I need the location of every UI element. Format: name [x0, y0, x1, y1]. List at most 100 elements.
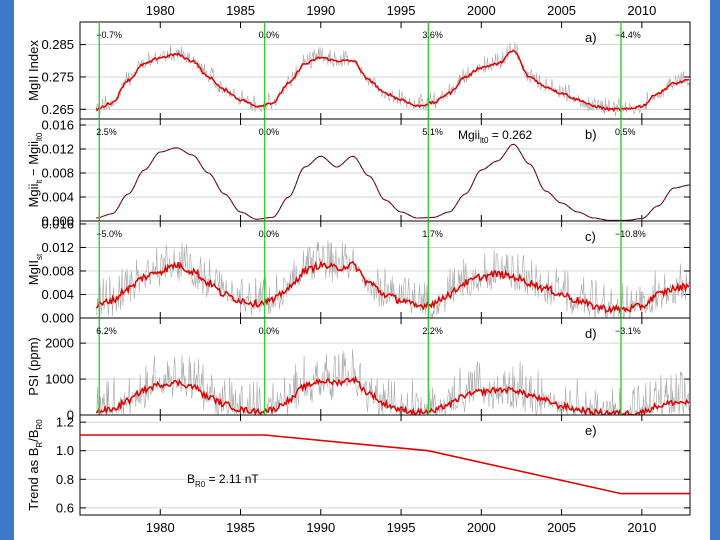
- panel-e-ytick-label: 0.8: [56, 472, 74, 487]
- ylabel-tail: − Mgii: [26, 141, 41, 180]
- panel-e-ytick-label: 1.0: [56, 443, 74, 458]
- panel-c-series-group: [95, 240, 690, 318]
- ylabel-main: MgII Index: [26, 40, 41, 101]
- panel-b-ytick-label: 0.012: [41, 142, 74, 157]
- panel-e-ylabel: Trend as BR/BR0: [26, 419, 44, 511]
- smoothed-series-line: [95, 375, 690, 415]
- panel-d-minimum-percent: 2.2%: [422, 326, 443, 336]
- ylabel-main: Mgii: [26, 184, 41, 208]
- x-tick-label-bottom: 1990: [306, 520, 335, 535]
- panel-c-minimum-percent: −5.0%: [96, 229, 122, 239]
- panel-a-minimum-percent: 3.6%: [422, 30, 443, 40]
- annotation-main: Mgii: [458, 128, 480, 142]
- x-tick-label-top: 2005: [547, 3, 576, 18]
- panel-e-label: e): [585, 423, 597, 438]
- panel-e-annotation: BR0 = 2.11 nT: [187, 472, 259, 489]
- panel-a: 0.265 0.275 0.285 −0.7% 0.0% 3.6% −4.4% a) MgII …: [26, 21, 691, 120]
- ylabel-main: MgII: [26, 260, 41, 285]
- panel-d-ytick-label: 0: [67, 408, 74, 423]
- panel-b-frame: [79, 118, 691, 222]
- panel-c-minimum-percent: −10.8%: [615, 229, 646, 239]
- smoothed-series-line: [95, 49, 690, 112]
- x-tick-label-bottom: 2010: [627, 520, 656, 535]
- panel-d-frame: [79, 317, 691, 416]
- panel-c-ylabel: MgIIst: [26, 253, 44, 285]
- x-tick-label-top: 1985: [226, 3, 255, 18]
- ylabel-subscript-2: R0: [35, 419, 44, 430]
- annotation-value: = 0.262: [488, 128, 532, 142]
- panel-b-minimum-percent: 0.0%: [259, 127, 280, 137]
- model-overlay-line: [96, 143, 690, 221]
- x-tick-label-top: 1995: [387, 3, 416, 18]
- panel-b-series-group: [96, 143, 690, 221]
- x-tick-label-top: 2010: [627, 3, 656, 18]
- panel-c-label: c): [585, 229, 596, 244]
- panel-d-ytick-label: 1000: [45, 372, 74, 387]
- panel-a-series-group: [95, 42, 690, 116]
- panel-b-ytick-label: 0.000: [41, 214, 74, 229]
- panel-d-series-group: [95, 349, 690, 415]
- panel-d-minimum-percent: −3.1%: [615, 326, 641, 336]
- ylabel-main: Trend as B: [26, 448, 41, 511]
- panel-c-ytick-label: 0.000: [41, 311, 74, 326]
- panel-c-minimum-percent: 1.7%: [422, 229, 443, 239]
- panel-a-minimum-percent: 0.0%: [259, 30, 280, 40]
- ylabel-subscript-2: lt0: [35, 132, 44, 141]
- panel-c-ytick-label: 0.016: [41, 216, 74, 231]
- panel-a-minimum-percent: −0.7%: [96, 30, 122, 40]
- ylabel-subscript: R: [35, 442, 44, 448]
- x-tick-label-top: 1980: [146, 3, 175, 18]
- annotation-value: = 2.11 nT: [205, 472, 259, 486]
- x-axis-bottom: 1980 1985 1990 1995 2000 2005 2010: [146, 520, 657, 535]
- panel-d-label: d): [585, 326, 597, 341]
- panel-b-ytick-label: 0.008: [41, 166, 74, 181]
- panel-b-ylabel: Mgiilt − Mgiilt0: [26, 132, 44, 208]
- panel-a-label: a): [585, 30, 597, 45]
- panel-a-minimum-percent: −4.4%: [615, 30, 641, 40]
- panel-b-label: b): [585, 127, 597, 142]
- panel-e-ytick-label: 0.6: [56, 500, 74, 515]
- x-tick-label-bottom: 1995: [387, 520, 416, 535]
- panel-b-ytick-label: 0.004: [41, 190, 74, 205]
- annotation-subscript: lt0: [480, 136, 489, 145]
- panels-layer: 0.265 0.275 0.285 −0.7% 0.0% 3.6% −4.4% a) MgII …: [26, 21, 691, 516]
- panel-a-ylabel: MgII Index: [26, 40, 41, 101]
- panel-b-ytick-label: 0.016: [41, 118, 74, 133]
- x-tick-label-bottom: 2005: [547, 520, 576, 535]
- ylabel-tail: /B: [26, 430, 41, 442]
- x-tick-label-bottom: 1980: [146, 520, 175, 535]
- ylabel-subscript: lt: [35, 179, 44, 184]
- x-tick-label-bottom: 2000: [467, 520, 496, 535]
- panel-c-minimum-percent: 0.0%: [259, 229, 280, 239]
- ylabel-main: PSI (ppm): [26, 337, 41, 396]
- x-tick-label-top: 2000: [467, 3, 496, 18]
- panel-b-minimum-percent: 5.1%: [422, 127, 443, 137]
- x-tick-label-bottom: 1985: [226, 520, 255, 535]
- panel-e-ytick-label: 1.2: [56, 415, 74, 430]
- trend-series-line: [80, 434, 690, 495]
- panel-d-ylabel: PSI (ppm): [26, 337, 41, 396]
- panel-c-ytick-label: 0.012: [41, 240, 74, 255]
- panel-c-ytick-label: 0.008: [41, 263, 74, 278]
- smoothed-series-line: [95, 260, 690, 315]
- panel-e-frame: [79, 414, 691, 516]
- panel-b: 0.000 0.004 0.008 0.012 0.016 2.5% 0.0% 5.1% 0.5…: [26, 118, 691, 229]
- panel-b-annotation: Mgiilt0 = 0.262: [458, 128, 533, 145]
- annotation-subscript: R0: [195, 480, 206, 489]
- panel-d: 0 1000 2000 6.2% 0.0% 2.2% −3.1% d) PSI (ppm): [26, 317, 691, 423]
- panel-d-minimum-percent: 0.0%: [259, 326, 280, 336]
- panel-b-minimum-percent: 0.5%: [615, 127, 636, 137]
- panel-c-ytick-label: 0.004: [41, 287, 74, 302]
- panel-c: 0.000 0.004 0.008 0.012 0.016 −5.0% 0.0% 1.7% −1…: [26, 216, 691, 326]
- panel-a-ytick-label: 0.285: [41, 37, 74, 52]
- panel-b-minimum-percent: 2.5%: [96, 127, 117, 137]
- panel-a-ytick-label: 0.265: [41, 102, 74, 117]
- annotation-main: B: [187, 472, 195, 486]
- panel-d-minimum-percent: 6.2%: [96, 326, 117, 336]
- ylabel-subscript: st: [35, 253, 44, 260]
- panel-a-frame: [79, 21, 691, 120]
- x-axis-top: 1980 1985 1990 1995 2000 2005 2010: [146, 3, 657, 18]
